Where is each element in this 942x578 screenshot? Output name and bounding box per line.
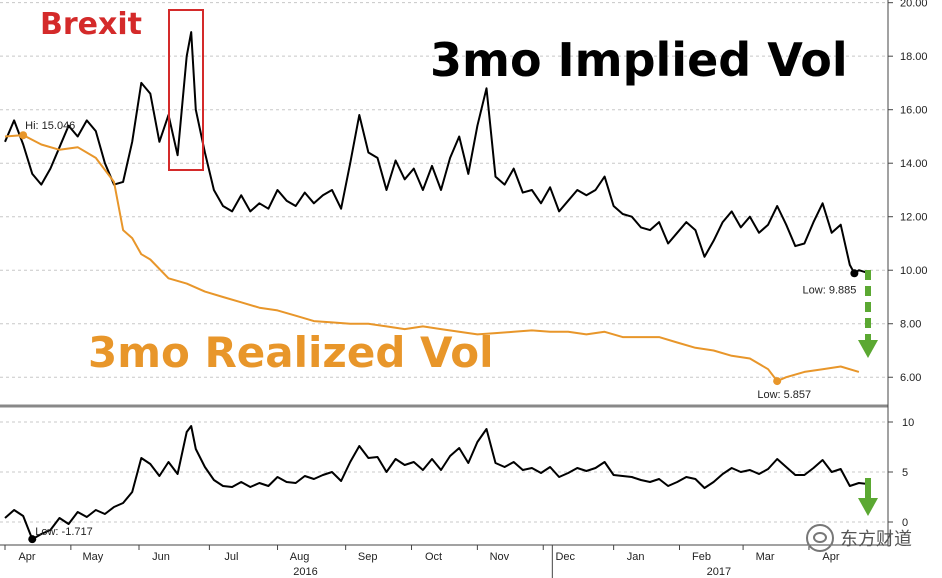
y-tick-label: 20.00 (900, 0, 928, 10)
realized-low-marker (773, 377, 782, 386)
x-tick-label: Mar (756, 551, 775, 563)
brexit-label: Brexit (40, 7, 142, 42)
x-tick-label: May (82, 551, 103, 563)
implied-vol-line (4, 31, 869, 275)
brexit-box (168, 9, 204, 171)
watermark: 东方财道 (806, 524, 912, 552)
y-tick-label: 12.00 (900, 212, 928, 224)
x-tick-label: Apr (822, 551, 839, 563)
top-y-ticks: 6.00 8.00 10.00 12.00 14.00 16.00 18.00 20.00 (888, 0, 928, 384)
x-tick-label: Feb (692, 551, 711, 563)
y-tick-label: 6.00 (900, 372, 921, 384)
x-tick-label: Sep (358, 551, 378, 563)
x-tick-label: Dec (555, 551, 575, 563)
y-tick-label: 10 (902, 417, 914, 429)
realized-vol-title: 3mo Realized Vol (88, 328, 494, 377)
y-tick-label: 14.00 (900, 158, 928, 170)
top-grid (0, 2, 888, 378)
x-tick-label: Jul (224, 551, 238, 563)
bottom-y-ticks: 0 5 10 (888, 417, 914, 529)
y-tick-label: 16.00 (900, 105, 928, 117)
x-axis: Apr May Jun Jul Aug Sep Oct Nov Dec Jan Feb Mar Apr 2… (0, 544, 888, 578)
y-tick-label: 18.00 (900, 51, 928, 63)
x-tick-label: Jun (152, 551, 170, 563)
x-year-label: 2017 (707, 566, 731, 578)
realized-low-label: Low: 5.857 (757, 389, 811, 401)
series-lines (4, 31, 869, 541)
annotations: Hi: 15.046 Low: 9.885 Low: 5.857 Low: -1.71… (19, 120, 859, 544)
down-arrow-bottom (858, 478, 878, 516)
hi-label: Hi: 15.046 (25, 120, 75, 132)
y-tick-label: 0 (902, 517, 908, 529)
spread-low-marker (28, 535, 37, 544)
y-tick-label: 5 (902, 467, 908, 479)
x-tick-label: Oct (425, 551, 442, 563)
y-tick-label: 10.00 (900, 265, 928, 277)
x-year-label: 2016 (293, 566, 317, 578)
y-tick-label: 8.00 (900, 319, 921, 331)
wechat-icon (806, 524, 834, 552)
x-tick-label: Jan (627, 551, 645, 563)
hi-marker (19, 131, 28, 140)
spread-low-label: Low: -1.717 (35, 526, 92, 538)
x-tick-label: Apr (18, 551, 35, 563)
x-tick-label: Nov (490, 551, 510, 563)
down-arrow-top (858, 270, 878, 358)
implied-vol-title: 3mo Implied Vol (430, 33, 848, 87)
implied-low-marker (850, 269, 859, 278)
spread-line (4, 425, 869, 541)
watermark-text: 东方财道 (840, 529, 912, 549)
realized-vol-line (4, 134, 860, 383)
implied-low-label: Low: 9.885 (803, 284, 857, 296)
x-tick-label: Aug (290, 551, 310, 563)
